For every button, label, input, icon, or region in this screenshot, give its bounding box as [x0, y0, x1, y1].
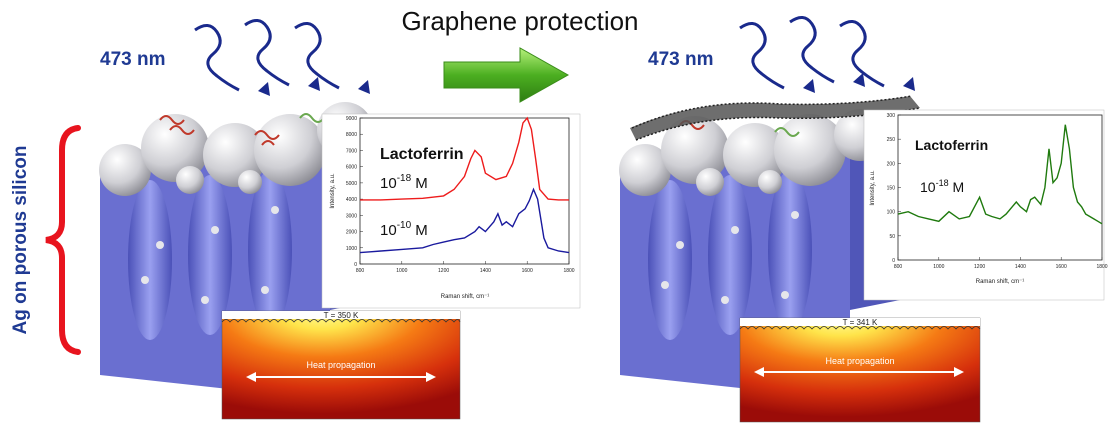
laser-wave-icon	[739, 22, 785, 90]
x-tick-label: 1200	[438, 268, 449, 274]
y-tick-label: 100	[887, 210, 896, 216]
x-tick-label: 800	[894, 264, 903, 270]
y-tick-label: 2000	[346, 230, 357, 236]
arrowhead-icon	[246, 372, 256, 382]
x-tick-label: 1600	[522, 268, 533, 274]
left-conc-1: 10-18 M	[380, 173, 428, 192]
arrowhead-icon	[903, 77, 915, 91]
series-line	[897, 124, 1103, 225]
laser-label-right: 473 nm	[648, 49, 713, 70]
arrowhead-icon	[258, 82, 270, 96]
laser-wave-icon	[294, 22, 340, 90]
right-chart-title: Lactoferrin	[915, 137, 988, 153]
arrowhead-icon	[426, 372, 436, 382]
y-tick-label: 50	[889, 234, 895, 240]
left-heat-map: T = 350 K Heat propagation	[221, 310, 461, 420]
x-tick-label: 1200	[974, 264, 985, 270]
y-tick-label: 1000	[346, 246, 357, 252]
laser-wave-icon	[244, 19, 290, 87]
y-tick-label: 8000	[346, 132, 357, 138]
right-heat-map: T = 341 K Heat propagation	[739, 317, 981, 423]
y-tick-label: 5000	[346, 181, 357, 187]
left-chart-title: Lactoferrin	[380, 146, 464, 163]
series-line	[359, 187, 570, 254]
page-title: Graphene protection	[401, 6, 638, 36]
laser-wave-icon	[839, 20, 885, 88]
left-y-axis-label: Intensity, a.u.	[330, 173, 336, 209]
x-tick-label: 800	[356, 268, 365, 274]
arrowhead-icon	[853, 73, 865, 87]
y-tick-label: 300	[887, 113, 896, 119]
right-conc: 10-18 M	[920, 178, 964, 195]
left-plot-area	[359, 117, 570, 265]
y-tick-label: 9000	[346, 116, 357, 122]
left-x-ticks: 800 1000 1200 1400 1600 1800	[356, 261, 575, 274]
arrowhead-icon	[754, 367, 764, 377]
heat-temp-label-right: T = 341 K	[843, 318, 878, 327]
right-x-ticks: 800 1000 1200 1400 1600 1800	[894, 257, 1108, 270]
x-tick-label: 1400	[1015, 264, 1026, 270]
x-tick-label: 1400	[480, 268, 491, 274]
arrowhead-icon	[803, 79, 815, 93]
y-tick-label: 250	[887, 137, 896, 143]
arrowhead-icon	[954, 367, 964, 377]
laser-wave-icon	[789, 16, 835, 84]
arrowhead-icon	[358, 80, 370, 94]
x-tick-label: 1000	[933, 264, 944, 270]
y-tick-label: 0	[892, 258, 895, 264]
transition-arrow	[443, 47, 570, 103]
left-spectra	[359, 116, 570, 254]
right-y-ticks: 0 50 100 150 200 250 300	[887, 113, 901, 264]
left-x-axis-label: Raman shift, cm⁻¹	[441, 294, 490, 300]
heat-temp-label-left: T = 350 K	[324, 311, 359, 320]
arrowhead-icon	[308, 77, 320, 91]
y-tick-label: 200	[887, 161, 896, 167]
y-tick-label: 4000	[346, 197, 357, 203]
right-laser-group: 473 nm	[648, 16, 915, 93]
y-tick-label: 150	[887, 186, 896, 192]
left-conc-2: 10-10 M	[380, 220, 428, 239]
heat-propagation-label-right: Heat propagation	[825, 356, 894, 366]
x-tick-label: 1800	[1096, 264, 1107, 270]
right-chart: 0 50 100 150 200 250 300 800 1000 1200 1400 1600 18…	[863, 109, 1108, 301]
side-label: Ag on porous silicon	[10, 146, 31, 335]
left-laser-group: 473 nm	[100, 19, 370, 96]
heat-propagation-label-left: Heat propagation	[306, 360, 375, 370]
x-tick-label: 1000	[396, 268, 407, 274]
series-line	[360, 116, 569, 201]
y-tick-label: 0	[354, 262, 357, 268]
right-spectra	[897, 124, 1103, 225]
laser-label-left: 473 nm	[100, 49, 165, 70]
left-y-ticks: 0 1000 2000 3000 4000 5000 6000 7000 8000 9000	[346, 116, 363, 268]
right-y-axis-label: Intensity, a.u.	[870, 170, 876, 206]
laser-wave-icon	[194, 24, 240, 92]
x-tick-label: 1600	[1056, 264, 1067, 270]
graphene-sheet	[630, 95, 921, 141]
y-tick-label: 3000	[346, 213, 357, 219]
curly-brace	[45, 125, 81, 355]
right-x-axis-label: Raman shift, cm⁻¹	[976, 279, 1025, 285]
left-chart: 0 1000 2000 3000 4000 5000 6000 7000 8000 9000 80…	[321, 113, 581, 309]
y-tick-label: 7000	[346, 148, 357, 154]
x-tick-label: 1800	[563, 268, 574, 274]
y-tick-label: 6000	[346, 165, 357, 171]
